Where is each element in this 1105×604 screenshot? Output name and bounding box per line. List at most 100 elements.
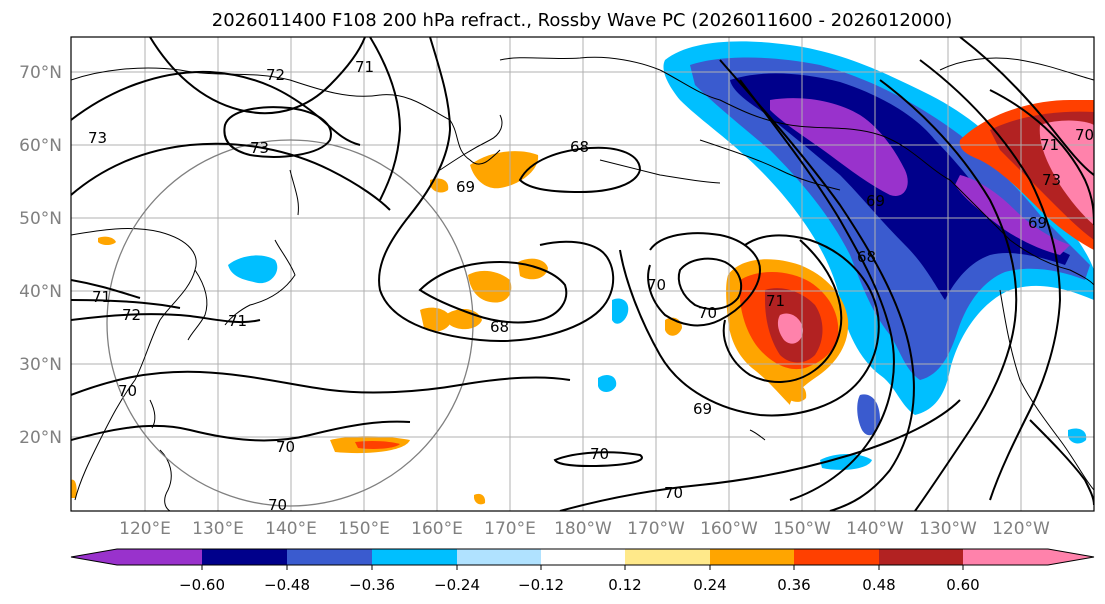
contour-68-north <box>518 146 642 194</box>
colorbar-swatch <box>202 549 287 565</box>
contour-70-far-east-south <box>1029 419 1094 506</box>
colorbar-label: 0.24 <box>693 576 726 594</box>
colorbar-label: 0.12 <box>608 576 641 594</box>
refractivity-contours <box>71 37 1094 511</box>
coast-korea <box>187 269 208 341</box>
contour-71-north <box>149 37 366 115</box>
colorbar-swatch <box>794 549 879 565</box>
contour-72-west <box>71 299 181 309</box>
contour-label: 68 <box>857 248 876 266</box>
graticule <box>71 37 1094 511</box>
contour-69-big <box>378 37 615 342</box>
coast-alaska <box>659 69 951 181</box>
contour-labels: 73 72 71 73 68 69 68 70 71 72 71 70 70 7… <box>88 58 1094 514</box>
colorbar-swatch <box>963 549 1048 565</box>
longitude-label: 180°W <box>554 519 612 539</box>
contour-label: 69 <box>866 192 885 210</box>
contour-label: 70 <box>118 382 137 400</box>
coast-kamchatka <box>439 114 503 171</box>
positive-anomaly-core-ne <box>1039 120 1094 225</box>
positive-blob-small-2 <box>98 236 116 245</box>
contour-label: 71 <box>766 292 785 310</box>
colorbar-label: 0.60 <box>946 576 979 594</box>
longitude-axis: 120°E 130°E 140°E 150°E 160°E 170°E 180°… <box>119 519 1050 539</box>
coast-japan <box>224 239 296 326</box>
colorbar-outline <box>70 548 1095 566</box>
contour-71-west <box>71 313 261 324</box>
longitude-label: 160°E <box>411 519 463 539</box>
contour-label: 70 <box>698 304 717 322</box>
positive-blob-south-1-core <box>355 440 400 449</box>
contour-label: 73 <box>250 139 269 157</box>
colorbar-swatches <box>70 548 1095 566</box>
contour-70-south-west <box>71 420 411 442</box>
coast-china <box>71 228 197 501</box>
contour-label: 68 <box>570 138 589 156</box>
contour-70-central <box>647 232 762 327</box>
colorbar-swatch <box>457 549 541 565</box>
longitude-label: 170°E <box>484 519 536 539</box>
contour-label: 70 <box>647 276 666 294</box>
great-circle <box>106 139 474 507</box>
coast-aleutians <box>599 159 721 184</box>
negative-blob-east <box>1068 428 1087 444</box>
colorbar-swatch <box>710 549 794 565</box>
colorbar-label: −0.60 <box>179 576 225 594</box>
longitude-label: 140°W <box>846 519 904 539</box>
contour-label: 71 <box>228 312 247 330</box>
colorbar-swatch <box>541 549 625 565</box>
positive-blob-small-1 <box>474 493 486 505</box>
contour-label: 70 <box>664 484 683 502</box>
positive-anomaly-core <box>777 313 803 344</box>
latitude-label: 40°N <box>19 282 62 302</box>
negative-blob-japan <box>228 255 278 284</box>
colorbar-extend-max <box>1048 549 1094 565</box>
contour-label: 70 <box>268 496 287 514</box>
contour-71-east <box>722 239 843 383</box>
contour-label: 70 <box>1075 126 1094 144</box>
coast-hawaii <box>749 429 766 441</box>
longitude-label: 160°W <box>700 519 758 539</box>
contour-69-east <box>719 59 915 511</box>
negative-blob-pacific-2 <box>598 374 617 392</box>
contour-label: 72 <box>266 66 285 84</box>
contour-label: 73 <box>1042 171 1061 189</box>
coast-philippines <box>159 449 172 511</box>
coast-siberia-east <box>499 56 661 71</box>
colorbar-swatch <box>372 549 457 565</box>
positive-blob-sw <box>71 479 77 498</box>
negative-blob-hawaii <box>820 454 872 470</box>
colorbar-swatch <box>625 549 710 565</box>
longitude-label: 130°W <box>919 519 977 539</box>
longitude-label: 120°E <box>119 519 171 539</box>
colorbar-ticks <box>201 565 964 570</box>
latitude-label: 20°N <box>19 428 62 448</box>
negative-blob-pacific-1 <box>612 298 629 324</box>
positive-blob-south-2 <box>785 383 807 402</box>
contour-69-central <box>619 234 880 417</box>
latitude-label: 60°N <box>19 136 62 156</box>
positive-blob-pacific-1 <box>468 270 512 303</box>
contour-71-far-east <box>959 37 1094 176</box>
contour-73-ne <box>919 59 1062 501</box>
contour-68-east <box>739 79 895 501</box>
colorbar-swatch <box>117 549 202 565</box>
contour-70-south-low <box>553 451 643 468</box>
longitude-label: 150°E <box>338 519 390 539</box>
longitude-label: 170°W <box>627 519 685 539</box>
colorbar-label: −0.12 <box>518 576 564 594</box>
coast-alaska-pen <box>699 139 841 191</box>
contour-71-kamchatka <box>369 37 402 201</box>
contour-73-west <box>71 279 141 299</box>
contour-label: 68 <box>490 318 509 336</box>
positive-blob-pacific-3 <box>420 307 452 332</box>
longitude-label: 150°W <box>773 519 831 539</box>
colorbar-label: 0.48 <box>862 576 895 594</box>
map-panel: 73 72 71 73 68 69 68 70 71 72 71 70 70 7… <box>71 37 1094 514</box>
contour-label: 71 <box>355 58 374 76</box>
latitude-label: 70°N <box>19 63 62 83</box>
map-frame <box>70 36 1095 512</box>
contour-label: 69 <box>1028 214 1047 232</box>
contour-71-central <box>677 257 743 311</box>
